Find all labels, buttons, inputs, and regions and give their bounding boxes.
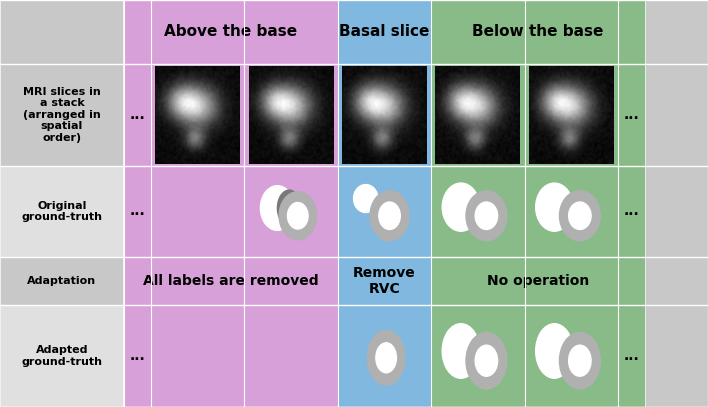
Bar	[244, 63, 338, 166]
Ellipse shape	[279, 192, 316, 240]
Bar	[431, 0, 645, 63]
Ellipse shape	[287, 203, 308, 229]
Ellipse shape	[569, 202, 591, 230]
Ellipse shape	[536, 183, 573, 231]
Text: Adapted
ground-truth: Adapted ground-truth	[21, 345, 103, 367]
Text: ...: ...	[130, 108, 145, 122]
Ellipse shape	[569, 345, 591, 376]
Bar	[525, 63, 618, 166]
Text: Original
ground-truth: Original ground-truth	[21, 201, 103, 222]
Ellipse shape	[367, 330, 405, 385]
Text: Adaptation: Adaptation	[28, 276, 96, 286]
Bar	[124, 305, 151, 407]
Bar	[0, 166, 124, 257]
Text: No operation: No operation	[487, 274, 589, 288]
Text: ...: ...	[624, 349, 639, 363]
Ellipse shape	[559, 333, 600, 389]
Ellipse shape	[466, 333, 507, 389]
Bar	[525, 305, 618, 407]
Bar	[618, 305, 645, 407]
Ellipse shape	[442, 324, 479, 378]
Text: MRI slices in
a stack
(arranged in
spatial
order): MRI slices in a stack (arranged in spati…	[23, 87, 101, 143]
Bar	[431, 63, 525, 166]
Bar	[151, 63, 244, 166]
Ellipse shape	[278, 190, 301, 226]
Bar	[124, 0, 338, 63]
Bar	[0, 63, 124, 166]
Bar	[124, 257, 338, 305]
Bar	[338, 305, 431, 407]
Ellipse shape	[261, 186, 295, 230]
Text: ...: ...	[624, 108, 639, 122]
Bar	[431, 305, 525, 407]
Ellipse shape	[475, 345, 498, 376]
Bar	[0, 257, 124, 305]
Bar	[244, 166, 338, 257]
Text: ...: ...	[130, 204, 145, 219]
Text: Below the base: Below the base	[472, 24, 604, 39]
Text: Remove
RVC: Remove RVC	[353, 266, 416, 296]
Ellipse shape	[466, 191, 507, 241]
Bar	[338, 257, 431, 305]
Ellipse shape	[559, 191, 600, 241]
Text: ...: ...	[130, 349, 145, 363]
Ellipse shape	[370, 191, 409, 241]
Text: Above the base: Above the base	[164, 24, 297, 39]
Text: Basal slice: Basal slice	[339, 24, 430, 39]
Ellipse shape	[379, 202, 400, 230]
Text: All labels are removed: All labels are removed	[143, 274, 319, 288]
Ellipse shape	[376, 343, 396, 373]
Bar	[618, 166, 645, 257]
Bar	[124, 166, 151, 257]
Ellipse shape	[353, 184, 378, 212]
Ellipse shape	[442, 183, 479, 231]
Text: ...: ...	[624, 204, 639, 219]
Bar	[0, 305, 124, 407]
Bar	[525, 166, 618, 257]
Bar	[338, 63, 431, 166]
Bar	[618, 63, 645, 166]
Bar	[338, 0, 431, 63]
Bar	[124, 63, 151, 166]
Ellipse shape	[475, 202, 498, 230]
Bar	[338, 166, 431, 257]
Bar	[244, 305, 338, 407]
Bar	[151, 305, 244, 407]
Bar	[151, 166, 244, 257]
Ellipse shape	[536, 324, 573, 378]
Bar	[0, 0, 124, 63]
Bar	[431, 166, 525, 257]
Bar	[431, 257, 645, 305]
